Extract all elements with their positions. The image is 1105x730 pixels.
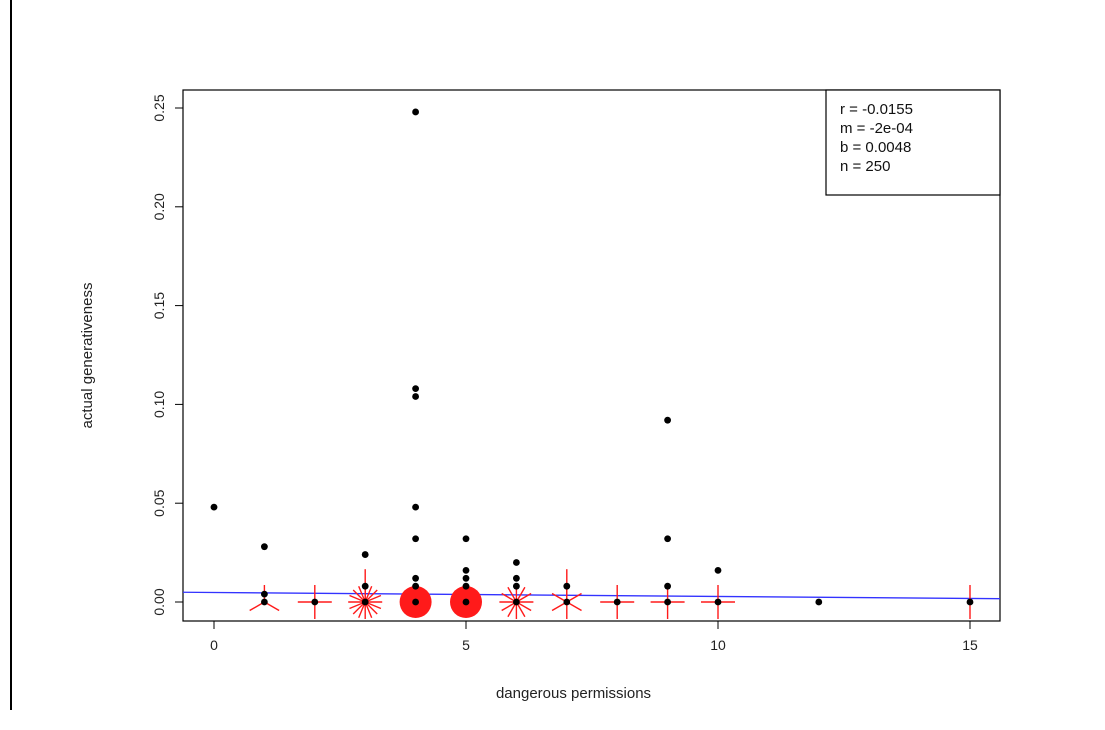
data-point — [462, 582, 470, 590]
data-point — [513, 559, 520, 566]
chart-marks — [182, 108, 1001, 619]
data-point — [563, 598, 571, 606]
data-point — [462, 598, 470, 606]
data-point — [714, 598, 722, 606]
data-point — [412, 582, 419, 590]
data-point — [412, 393, 419, 400]
y-tick-label: 0.25 — [151, 94, 167, 121]
stats-line: b = 0.0048 — [840, 139, 911, 156]
data-point — [664, 416, 671, 424]
data-point — [210, 503, 218, 511]
axes — [175, 89, 1001, 629]
data-point — [412, 598, 419, 606]
data-point — [361, 551, 369, 558]
data-point — [513, 598, 520, 606]
x-tick-label: 5 — [462, 637, 470, 653]
stats-box — [825, 89, 1001, 196]
data-point — [513, 582, 520, 590]
data-point — [714, 566, 722, 574]
y-tick-label: 0.05 — [151, 489, 167, 516]
stats-line: n = 250 — [840, 158, 890, 175]
stats-line: m = -2e-04 — [840, 120, 913, 137]
data-point — [462, 566, 470, 574]
data-point — [613, 598, 621, 606]
y-tick-label: 0.10 — [151, 391, 167, 418]
chart-labels: 0 5 10 15 0.00 0.05 0.10 0.15 0.20 0.25 dangerous … — [79, 94, 978, 702]
data-point — [412, 108, 419, 116]
page-frame-line — [10, 0, 12, 710]
data-point — [361, 598, 369, 606]
data-point — [261, 543, 268, 551]
data-point — [261, 590, 268, 598]
y-axis-label: actual generativeness — [79, 283, 96, 429]
data-point — [412, 535, 419, 543]
data-point — [664, 598, 671, 606]
data-point — [563, 582, 571, 590]
y-tick-label: 0.20 — [151, 193, 167, 220]
regression-line — [182, 591, 1001, 600]
y-tick-label: 0.15 — [151, 292, 167, 319]
data-point — [361, 582, 369, 590]
plot-frame — [182, 89, 1001, 622]
x-tick-label: 10 — [710, 637, 726, 653]
data-point — [664, 535, 671, 543]
data-point — [462, 535, 470, 543]
data-point — [311, 598, 319, 606]
data-point — [664, 582, 671, 590]
data-point — [261, 598, 268, 606]
data-point — [815, 598, 823, 606]
stats-line: r = -0.0155 — [840, 101, 913, 118]
data-point — [412, 574, 419, 582]
data-point — [513, 574, 520, 582]
data-point — [412, 385, 419, 392]
data-point — [462, 574, 470, 582]
x-axis-label: dangerous permissions — [496, 685, 651, 702]
x-tick-label: 15 — [962, 637, 978, 653]
data-point — [966, 598, 974, 606]
y-tick-label: 0.00 — [151, 588, 167, 615]
x-tick-label: 0 — [210, 637, 218, 653]
data-point — [412, 503, 419, 511]
